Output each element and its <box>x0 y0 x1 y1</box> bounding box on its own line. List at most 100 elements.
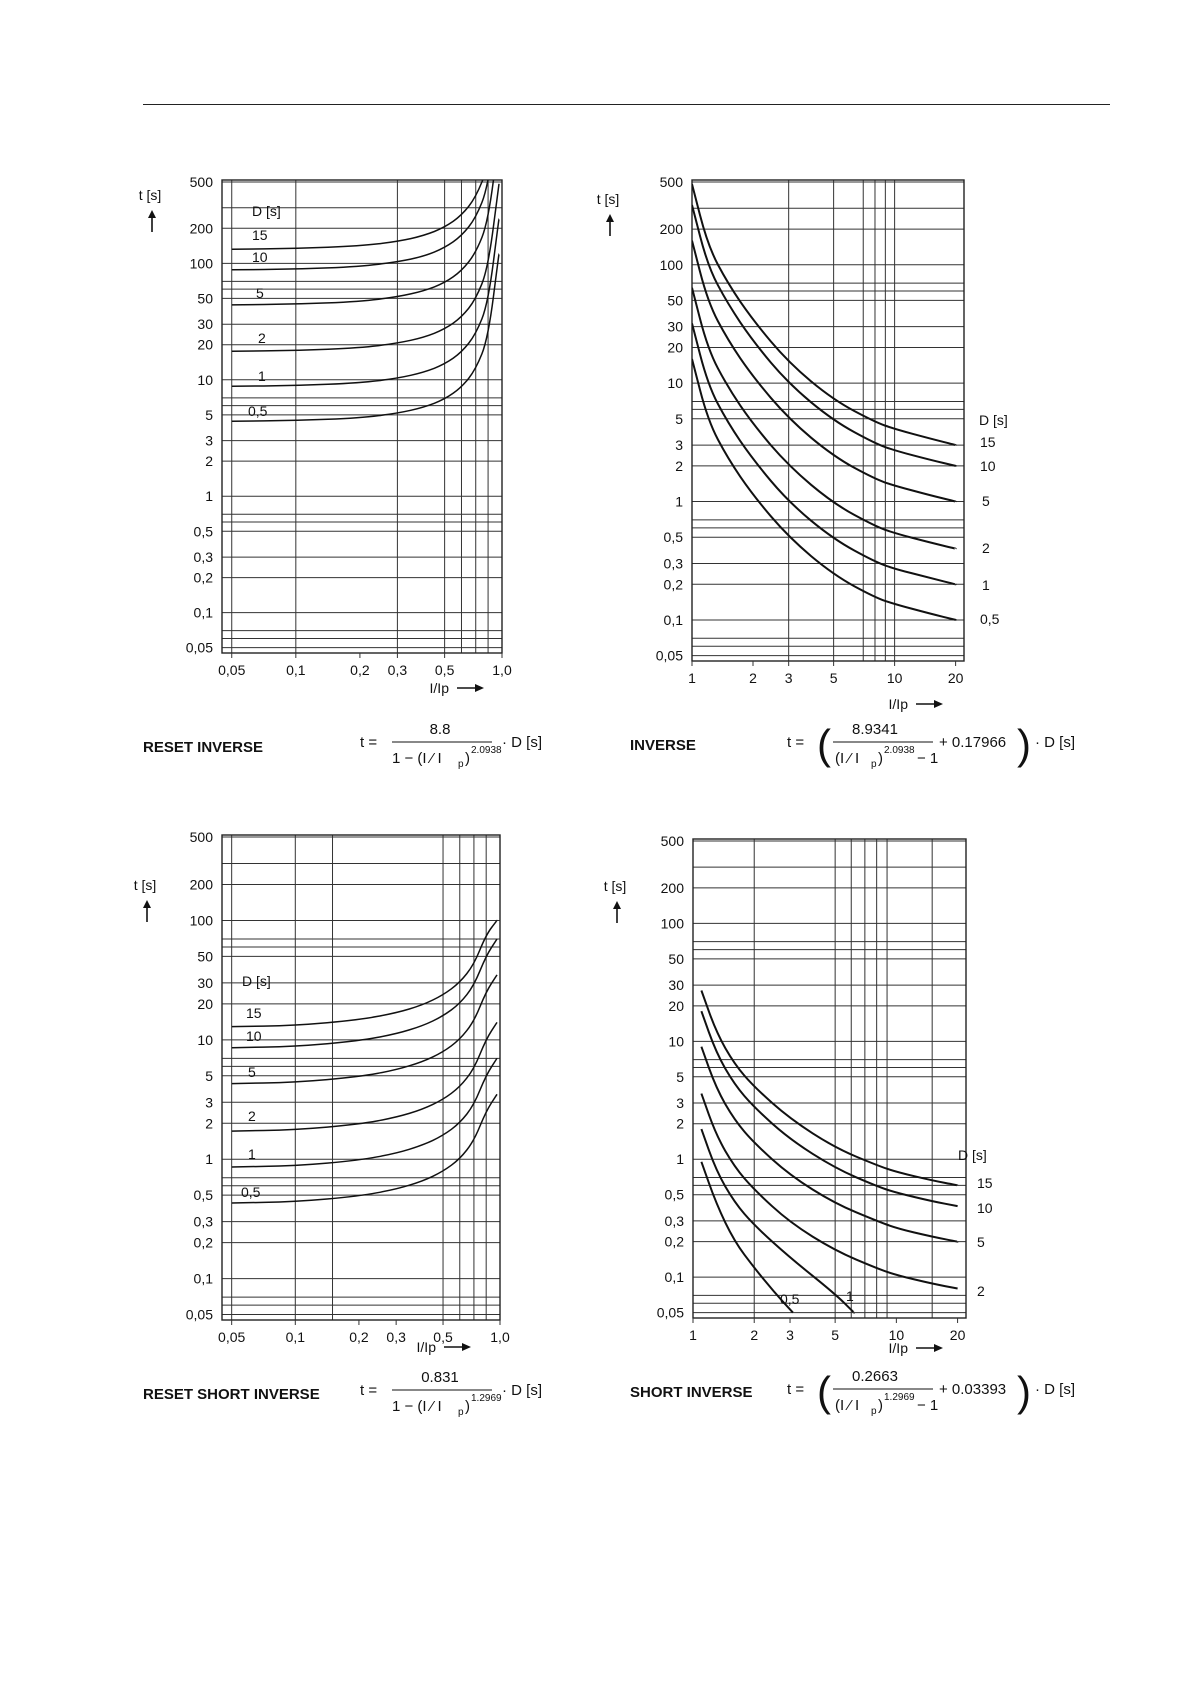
x-tick-label: 1,0 <box>492 662 512 678</box>
curve-d-10 <box>231 180 489 271</box>
y-tick-label: 0,5 <box>664 529 684 545</box>
x-tick-label: 10 <box>889 1327 905 1343</box>
curve-label: 15 <box>977 1175 993 1191</box>
x-tick-label: 0,2 <box>349 1329 369 1345</box>
formula-suffix: · D [s] <box>1035 1381 1075 1398</box>
y-tick-label: 0,3 <box>664 555 684 571</box>
formula-addend: + 0.17966 <box>939 734 1006 751</box>
x-arrow-head-icon <box>934 1344 943 1352</box>
y-tick-label: 10 <box>197 1032 213 1048</box>
formula-paren-close: ) <box>1017 721 1031 768</box>
y-tick-label: 100 <box>661 915 685 931</box>
curve-d-2 <box>231 1021 498 1132</box>
formula-den-close: ) <box>878 750 883 767</box>
y-tick-label: 200 <box>190 220 214 236</box>
formula-den-tail: − 1 <box>917 750 938 767</box>
curve-label: 1 <box>982 577 990 593</box>
x-axis-title: I/Ip <box>889 1340 909 1356</box>
x-tick-label: 1 <box>688 670 696 686</box>
y-axis-title: t [s] <box>604 878 627 894</box>
curve-d-10 <box>231 938 498 1049</box>
y-tick-label: 3 <box>676 1095 684 1111</box>
formula-den-sub: p <box>458 759 464 770</box>
curve-d-5 <box>231 180 495 306</box>
curve-label: 2 <box>248 1108 256 1124</box>
formula-den-close: ) <box>878 1397 883 1414</box>
curve-label: 1 <box>248 1146 256 1162</box>
curve-label: 15 <box>980 434 996 450</box>
x-tick-label: 1 <box>689 1327 697 1343</box>
curve-d-2 <box>700 1093 958 1290</box>
curve-label: 0,5 <box>780 1291 800 1307</box>
formula-suffix: · D [s] <box>502 1382 542 1399</box>
curve-label: 15 <box>252 227 268 243</box>
x-tick-label: 0,2 <box>350 662 370 678</box>
curve-label: 10 <box>977 1200 993 1216</box>
y-tick-label: 0,5 <box>665 1187 685 1203</box>
y-tick-label: 1 <box>205 1151 213 1167</box>
formula-paren-open: ( <box>817 721 831 768</box>
x-tick-label: 0,1 <box>286 662 306 678</box>
curve-label: 0,5 <box>248 403 268 419</box>
x-tick-label: 20 <box>950 1327 966 1343</box>
chart-title: RESET SHORT INVERSE <box>143 1386 320 1403</box>
curve-label: 5 <box>977 1234 985 1250</box>
y-tick-label: 2 <box>676 1116 684 1132</box>
y-tick-label: 500 <box>660 174 684 190</box>
y-tick-label: 0,3 <box>194 1214 214 1230</box>
curve-group <box>692 183 957 621</box>
y-arrow-head-icon <box>148 210 156 218</box>
header-rule <box>143 104 1110 105</box>
y-tick-label: 30 <box>667 319 683 335</box>
x-tick-label: 2 <box>750 1327 758 1343</box>
x-arrow-head-icon <box>934 700 943 708</box>
y-arrow-head-icon <box>606 214 614 222</box>
y-tick-label: 20 <box>668 998 684 1014</box>
y-tick-label: 10 <box>667 375 683 391</box>
y-tick-label: 1 <box>205 488 213 504</box>
formula-prefix: t = <box>360 734 377 751</box>
y-tick-label: 3 <box>675 437 683 453</box>
formula-paren-open: ( <box>817 1368 831 1415</box>
y-tick-label: 500 <box>190 174 214 190</box>
y-tick-label: 1 <box>676 1151 684 1167</box>
curve-group <box>231 180 500 423</box>
curve-label: 10 <box>252 249 268 265</box>
chart-title: RESET INVERSE <box>143 739 263 756</box>
y-tick-label: 2 <box>675 458 683 474</box>
curve-label: 10 <box>980 458 996 474</box>
curve-d-0-5 <box>700 1161 794 1314</box>
y-tick-label: 200 <box>661 880 685 896</box>
x-tick-label: 5 <box>830 670 838 686</box>
chart-title: INVERSE <box>630 737 696 754</box>
x-tick-label: 0,05 <box>218 662 245 678</box>
y-tick-label: 0,2 <box>664 576 684 592</box>
formula-numerator: 0.2663 <box>852 1368 898 1385</box>
y-tick-label: 10 <box>668 1033 684 1049</box>
x-axis-title: I/Ip <box>889 696 909 712</box>
curve-label: 1 <box>258 368 266 384</box>
curve-d-0-5 <box>231 253 500 423</box>
y-tick-label: 0,5 <box>194 1187 214 1203</box>
y-axis-title: t [s] <box>134 877 157 893</box>
y-tick-label: 30 <box>197 316 213 332</box>
x-tick-label: 5 <box>831 1327 839 1343</box>
y-tick-label: 30 <box>197 975 213 991</box>
formula-exponent: 1.2969 <box>884 1392 915 1403</box>
plot-frame <box>691 179 965 662</box>
curve-group <box>231 919 498 1204</box>
x-tick-label: 0,3 <box>386 1329 406 1345</box>
curve-d-1 <box>231 218 500 387</box>
curve-d-0-5 <box>692 358 957 621</box>
curve-d-5 <box>231 974 498 1085</box>
formula-exponent: 2.0938 <box>471 745 502 756</box>
y-tick-label: 5 <box>676 1069 684 1085</box>
formula-den-sub: p <box>871 759 877 770</box>
y-tick-label: 10 <box>197 372 213 388</box>
legend-title: D [s] <box>958 1147 987 1163</box>
curve-d-5 <box>692 240 957 503</box>
formula-denominator: 1 − (I ⁄ I <box>392 1398 442 1415</box>
curve-d-0-5 <box>231 1093 498 1204</box>
